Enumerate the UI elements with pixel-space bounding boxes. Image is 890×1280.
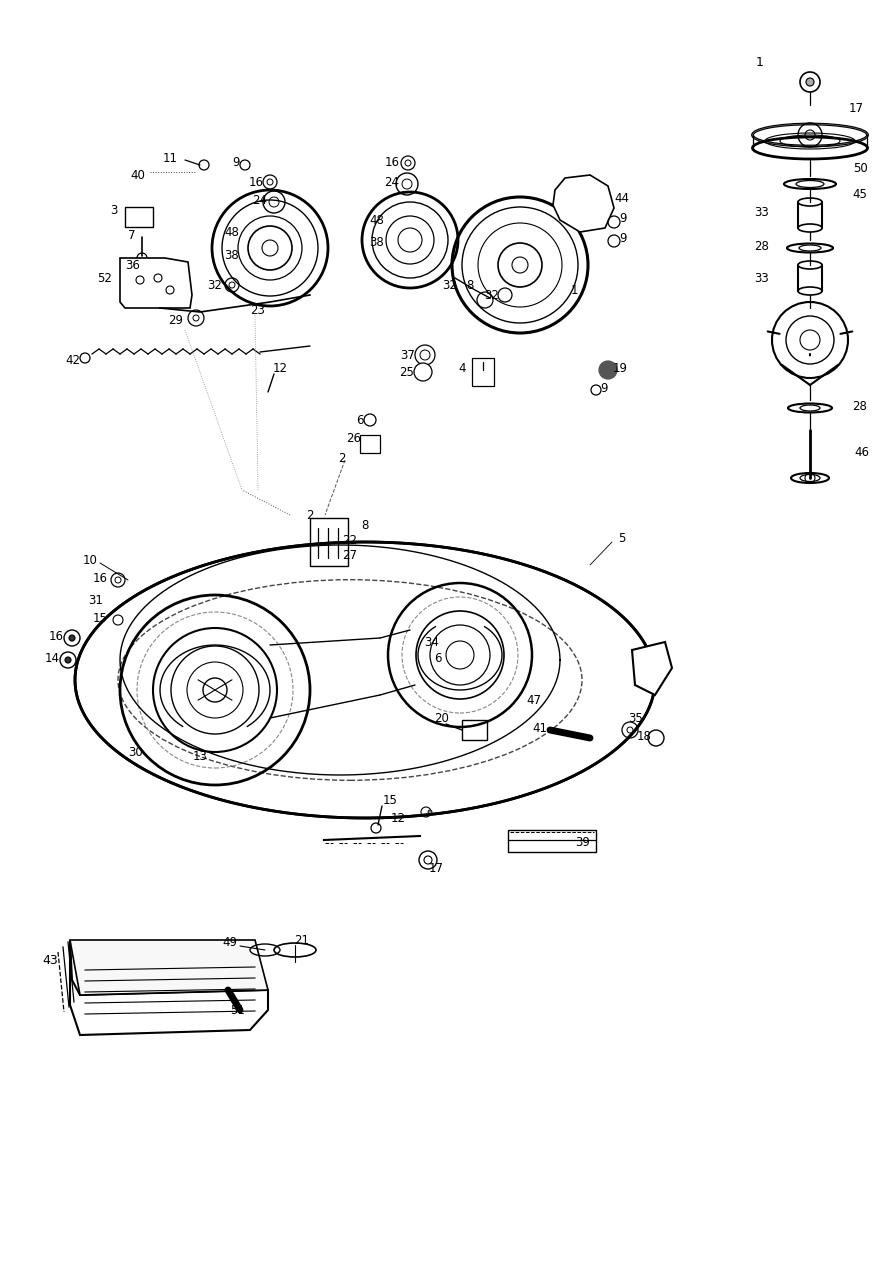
Text: 50: 50 <box>853 161 868 174</box>
Text: 47: 47 <box>527 694 541 707</box>
Text: 30: 30 <box>129 745 143 759</box>
Text: PartsTree: PartsTree <box>196 690 552 756</box>
Polygon shape <box>120 259 192 308</box>
Bar <box>462 719 487 740</box>
Text: 6: 6 <box>356 413 364 426</box>
Text: 33: 33 <box>755 271 769 284</box>
Text: 15: 15 <box>383 794 398 806</box>
Text: 11: 11 <box>163 151 177 165</box>
Text: 32: 32 <box>442 279 457 292</box>
Text: 33: 33 <box>755 206 769 219</box>
Text: 31: 31 <box>89 594 103 607</box>
Text: 35: 35 <box>628 712 643 724</box>
Circle shape <box>648 730 664 746</box>
Text: 32: 32 <box>207 279 222 292</box>
Text: 12: 12 <box>272 361 287 375</box>
Text: 22: 22 <box>343 534 358 547</box>
Polygon shape <box>632 643 672 695</box>
Text: 28: 28 <box>755 239 770 252</box>
Text: 36: 36 <box>125 259 141 271</box>
Text: 2: 2 <box>338 452 345 465</box>
Circle shape <box>806 78 814 86</box>
Text: 24: 24 <box>384 175 400 188</box>
Text: 25: 25 <box>400 366 415 379</box>
Text: 17: 17 <box>848 101 863 114</box>
Text: 9: 9 <box>619 232 627 244</box>
Text: 44: 44 <box>614 192 629 205</box>
Text: 27: 27 <box>343 549 358 562</box>
Text: 9: 9 <box>232 155 239 169</box>
Text: 16: 16 <box>384 155 400 169</box>
Polygon shape <box>70 940 268 1036</box>
Text: 2: 2 <box>306 508 314 521</box>
Text: 37: 37 <box>400 348 416 361</box>
Bar <box>508 829 596 852</box>
Text: 7: 7 <box>128 229 136 242</box>
Text: 38: 38 <box>369 236 384 248</box>
Text: 16: 16 <box>93 571 108 585</box>
Circle shape <box>65 657 71 663</box>
Text: 39: 39 <box>576 836 590 849</box>
Circle shape <box>428 810 432 814</box>
Text: 42: 42 <box>66 353 80 366</box>
Text: 48: 48 <box>224 225 239 238</box>
Text: 32: 32 <box>484 288 499 302</box>
Text: 28: 28 <box>853 399 868 412</box>
Text: 51: 51 <box>231 1004 246 1016</box>
Text: 14: 14 <box>44 652 60 664</box>
Text: 16: 16 <box>48 630 63 643</box>
Circle shape <box>64 630 80 646</box>
Text: 29: 29 <box>168 314 183 326</box>
Text: 12: 12 <box>391 812 406 824</box>
Text: 18: 18 <box>636 730 651 742</box>
Text: 26: 26 <box>346 431 361 444</box>
Bar <box>125 207 153 227</box>
Text: 52: 52 <box>98 271 112 284</box>
Text: 40: 40 <box>131 169 145 182</box>
Text: 41: 41 <box>532 722 547 735</box>
Text: 3: 3 <box>110 204 117 216</box>
Text: 1: 1 <box>570 283 578 297</box>
Polygon shape <box>75 541 655 818</box>
Text: 1: 1 <box>756 55 764 69</box>
Text: 13: 13 <box>192 750 207 763</box>
Text: 5: 5 <box>619 531 626 544</box>
Circle shape <box>60 652 76 668</box>
Text: 46: 46 <box>854 445 870 458</box>
Polygon shape <box>70 940 268 995</box>
Text: 19: 19 <box>612 361 627 375</box>
Text: 16: 16 <box>248 175 263 188</box>
Text: 8: 8 <box>361 518 368 531</box>
Text: 15: 15 <box>93 612 108 625</box>
Polygon shape <box>553 175 614 232</box>
Text: 43: 43 <box>42 954 58 966</box>
Text: 6: 6 <box>434 652 441 664</box>
Text: 20: 20 <box>434 712 449 724</box>
Text: 21: 21 <box>295 933 310 946</box>
Text: 9: 9 <box>619 211 627 224</box>
Circle shape <box>414 364 432 381</box>
Text: 17: 17 <box>428 861 443 874</box>
Text: 48: 48 <box>369 214 384 227</box>
Text: 4: 4 <box>458 361 465 375</box>
Text: 49: 49 <box>222 936 238 948</box>
Bar <box>360 435 380 453</box>
Text: 24: 24 <box>253 193 268 206</box>
Text: 10: 10 <box>83 553 97 567</box>
Text: 38: 38 <box>224 248 239 261</box>
Text: 9: 9 <box>600 381 608 394</box>
Text: 8: 8 <box>466 279 473 292</box>
Bar <box>472 358 494 387</box>
Text: 23: 23 <box>251 303 265 316</box>
Circle shape <box>69 635 75 641</box>
Circle shape <box>599 361 617 379</box>
Bar <box>310 518 348 566</box>
Text: 34: 34 <box>425 635 440 649</box>
Text: 45: 45 <box>853 187 868 201</box>
